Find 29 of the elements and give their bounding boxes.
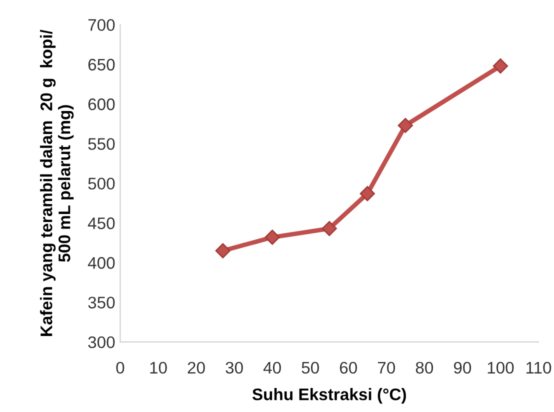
x-tick-label: 110 xyxy=(526,362,552,374)
y-tick-label: 450 xyxy=(88,217,115,230)
x-tick-label: 10 xyxy=(150,362,167,374)
x-tick-label: 0 xyxy=(116,362,124,374)
y-axis-title: Kafein yang terambil dalam 20 g kopi/ 500 mL pelarut (mg) xyxy=(40,30,74,336)
y-tick-label: 350 xyxy=(88,296,115,309)
x-tick-label: 60 xyxy=(340,362,357,374)
point xyxy=(398,118,413,134)
point xyxy=(360,186,375,202)
point xyxy=(264,230,280,245)
y-tick-label: 700 xyxy=(88,19,115,31)
y-tick-label: 300 xyxy=(88,336,115,348)
y-tick-label: 650 xyxy=(88,58,115,71)
y-tick-label: 600 xyxy=(88,98,115,110)
x-tick-label: 100 xyxy=(488,362,514,374)
x-tick-label: 90 xyxy=(454,362,472,374)
y-tick-label: 400 xyxy=(88,257,115,269)
x-tick-label: 30 xyxy=(226,362,243,374)
x-tick-label: 70 xyxy=(378,362,396,374)
x-axis-title: Suhu Ekstraksi (°C) xyxy=(252,388,406,404)
y-tick-label: 500 xyxy=(88,178,115,190)
x-tick-label: 20 xyxy=(188,362,205,374)
point xyxy=(322,220,337,236)
x-tick-label: 80 xyxy=(416,362,434,374)
x-tick-label: 40 xyxy=(263,362,281,374)
x-tick-label: 50 xyxy=(302,362,319,374)
y-tick-label: 550 xyxy=(88,138,115,150)
point xyxy=(215,243,230,258)
point xyxy=(492,58,508,74)
